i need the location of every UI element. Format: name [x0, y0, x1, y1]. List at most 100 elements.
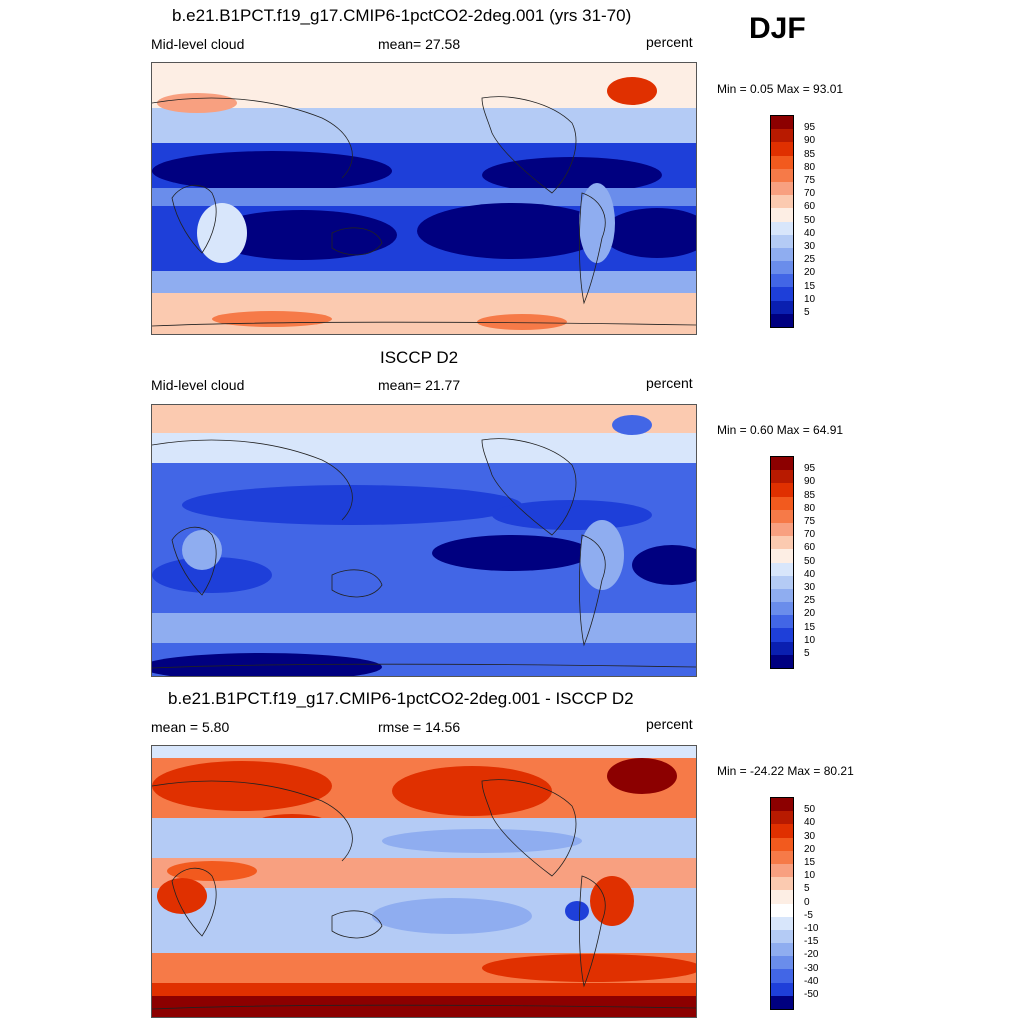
colorbar-tick-label: 20: [804, 608, 816, 620]
colorbar-tick-label: 15: [804, 621, 816, 633]
colorbar-swatch: [771, 863, 793, 878]
colorbar-tick-label: 30: [804, 582, 816, 593]
colorbar-swatch: [771, 641, 793, 655]
colorbar-tick-label: 50: [804, 555, 816, 567]
colorbar-swatch: [771, 562, 793, 576]
colorbar-swatch: [771, 116, 793, 130]
colorbar-swatch: [771, 496, 793, 510]
panel-3-mean-label: mean = 5.80: [151, 719, 230, 735]
colorbar-swatch: [771, 824, 793, 838]
colorbar-swatch: [771, 129, 793, 143]
colorbar-tick-label: -5: [804, 909, 813, 921]
colorbar-swatch: [771, 470, 793, 484]
colorbar-swatch: [771, 877, 793, 891]
colorbar-swatch: [771, 602, 793, 616]
colorbar-swatch: [771, 274, 793, 288]
colorbar-tick-label: 50: [804, 214, 816, 226]
colorbar-swatch: [771, 142, 793, 156]
colorbar-swatch: [771, 300, 793, 314]
panel-2-left-label: Mid-level cloud: [151, 377, 245, 393]
colorbar-swatch: [771, 615, 793, 629]
colorbar-tick-label: 5: [804, 307, 810, 318]
colorbar-swatch: [771, 837, 793, 851]
season-label: DJF: [749, 12, 806, 45]
colorbar-tick-label: 25: [804, 254, 816, 266]
colorbar-tick-label: 40: [804, 227, 816, 239]
colorbar-swatch: [771, 234, 793, 248]
colorbar-swatch: [771, 995, 793, 1009]
colorbar-swatch: [771, 261, 793, 275]
panel-3-units: percent: [646, 716, 693, 732]
colorbar-swatch: [771, 982, 793, 996]
colorbar-swatch: [771, 916, 793, 930]
panel-1-units: percent: [646, 34, 693, 50]
panel-2-units: percent: [646, 375, 693, 391]
colorbar-swatch: [771, 313, 793, 327]
colorbar-tick-label: 5: [804, 883, 810, 895]
colorbar-tick-label: 30: [804, 830, 816, 842]
colorbar-swatch: [771, 195, 793, 209]
colorbar-swatch: [771, 549, 793, 563]
colorbar-tick-label: -20: [804, 949, 819, 961]
colorbar-tick-label: -40: [804, 975, 819, 987]
colorbar-tick-label: 25: [804, 595, 816, 607]
colorbar-swatch: [771, 943, 793, 957]
colorbar-tick-label: 5: [804, 648, 810, 659]
panel-3-title: b.e21.B1PCT.f19_g17.CMIP6-1pctCO2-2deg.0…: [168, 689, 634, 708]
colorbar-swatch: [771, 221, 793, 235]
panel-1-mean-label: mean= 27.58: [378, 36, 461, 52]
colorbar-swatch: [771, 247, 793, 262]
colorbar-tick-label: -30: [804, 962, 819, 974]
colorbar-swatch: [771, 929, 793, 944]
colorbar-swatch: [771, 588, 793, 603]
colorbar-swatch: [771, 522, 793, 537]
colorbar-tick-label: 80: [804, 502, 816, 514]
colorbar-swatch: [771, 850, 793, 864]
colorbar-swatch: [771, 155, 793, 169]
colorbar-tick-label: 70: [804, 529, 816, 541]
colorbar-tick-label: 85: [804, 489, 816, 501]
colorbar-swatch: [771, 654, 793, 668]
colorbar-swatch: [771, 168, 793, 182]
panel-3-map: [151, 745, 697, 1018]
colorbar-tick-label: -10: [804, 923, 819, 934]
colorbar-tick-label: 15: [804, 857, 816, 868]
colorbar-swatch: [771, 890, 793, 904]
colorbar-tick-label: 50: [804, 804, 816, 816]
colorbar-tick-label: -50: [804, 989, 819, 1000]
panel-1-colorbar: [770, 115, 794, 328]
colorbar-swatch: [771, 208, 793, 222]
colorbar-tick-label: 95: [804, 122, 816, 134]
colorbar-swatch: [771, 536, 793, 550]
colorbar-swatch: [771, 628, 793, 642]
colorbar-tick-label: 10: [804, 293, 816, 305]
colorbar-tick-label: 80: [804, 161, 816, 173]
colorbar-tick-label: 75: [804, 516, 816, 527]
panel-3-minmax: Min = -24.22 Max = 80.21: [717, 764, 854, 778]
colorbar-tick-label: 60: [804, 201, 816, 213]
colorbar-swatch: [771, 969, 793, 983]
colorbar-tick-label: 85: [804, 148, 816, 160]
colorbar-swatch: [771, 457, 793, 471]
panel-1-left-label: Mid-level cloud: [151, 36, 245, 52]
colorbar-tick-label: 95: [804, 463, 816, 475]
panel-2-colorbar: [770, 456, 794, 669]
colorbar-tick-label: 20: [804, 267, 816, 279]
colorbar-tick-label: 70: [804, 188, 816, 200]
colorbar-tick-label: 60: [804, 542, 816, 554]
colorbar-tick-label: 40: [804, 817, 816, 829]
colorbar-swatch: [771, 811, 793, 825]
panel-2-title: ISCCP D2: [380, 348, 459, 367]
colorbar-tick-label: 75: [804, 175, 816, 186]
panel-3-colorbar: [770, 797, 794, 1010]
panel-2-map: [151, 404, 697, 677]
colorbar-swatch: [771, 287, 793, 301]
colorbar-tick-label: 30: [804, 241, 816, 252]
colorbar-tick-label: 10: [804, 634, 816, 646]
panel-1-map: [151, 62, 697, 335]
colorbar-swatch: [771, 181, 793, 196]
colorbar-swatch: [771, 509, 793, 523]
colorbar-swatch: [771, 903, 793, 917]
colorbar-tick-label: 10: [804, 870, 816, 882]
colorbar-tick-label: 20: [804, 843, 816, 855]
